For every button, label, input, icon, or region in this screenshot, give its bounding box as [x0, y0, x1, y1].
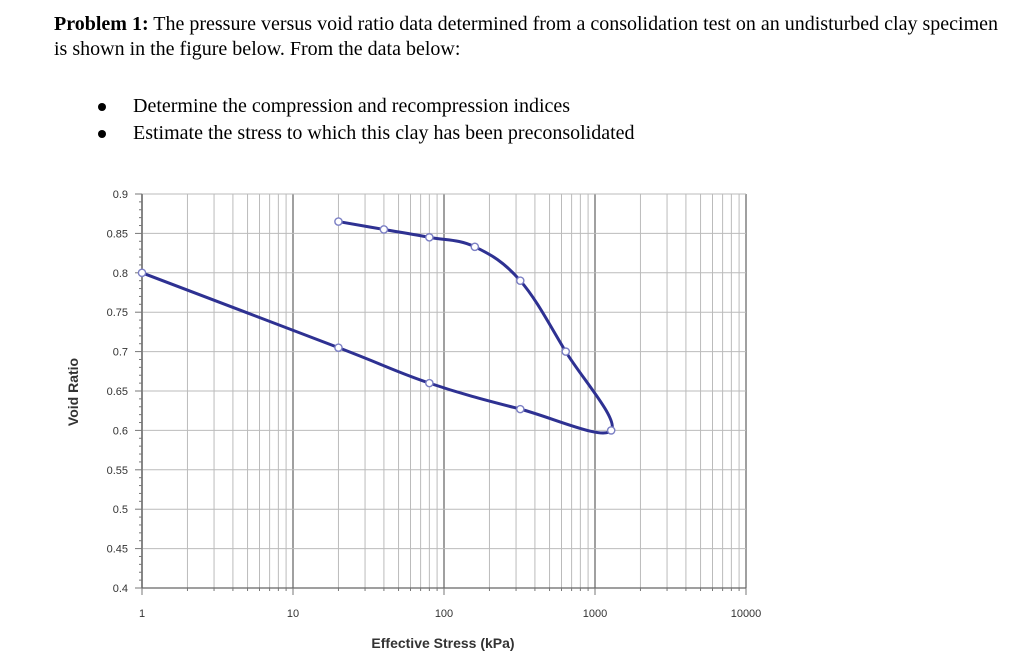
data-point [515, 276, 525, 285]
data-point [137, 268, 147, 278]
x-axis-label: Effective Stress (kPa) [371, 635, 514, 651]
data-point [606, 426, 616, 435]
y-tick-label: 0.65 [107, 386, 128, 398]
data-point [425, 378, 434, 388]
data-point [515, 404, 525, 414]
chart-axes: 0.9 0.85 0.8 0.75 0.7 0.65 0.6 0.55 0.5 0.45 0.4 1 1… [107, 189, 762, 620]
bullet-icon [98, 103, 106, 111]
bullet-icon [98, 130, 106, 138]
task-item: Estimate the stress to which this clay h… [90, 120, 635, 147]
y-axis-label: Void Ratio [65, 358, 81, 426]
y-tick-label: 0.9 [113, 189, 128, 201]
data-point [379, 225, 389, 234]
y-tick-label: 0.75 [107, 307, 128, 319]
x-tick-label: 10 [287, 608, 299, 620]
y-tick-label: 0.55 [107, 465, 128, 477]
data-point [425, 233, 434, 242]
x-tick-label: 100 [435, 608, 453, 620]
y-tick-label: 0.85 [107, 228, 128, 240]
y-tick-label: 0.4 [113, 583, 128, 595]
data-point [470, 242, 480, 252]
problem-text: The pressure versus void ratio data dete… [54, 13, 999, 60]
task-text: Estimate the stress to which this clay h… [133, 122, 635, 144]
task-list: Determine the compression and recompress… [90, 93, 635, 147]
data-point [334, 343, 343, 352]
y-tick-label: 0.8 [113, 268, 128, 280]
problem-statement: Problem 1: The pressure versus void rati… [54, 12, 1014, 62]
y-tick-label: 0.7 [113, 347, 128, 359]
y-tick-label: 0.6 [113, 425, 128, 437]
problem-label: Problem 1: [54, 13, 149, 35]
data-point [334, 217, 343, 226]
chart-grid [141, 193, 747, 589]
x-tick-label: 1 [139, 608, 145, 620]
series-line [141, 220, 614, 435]
x-tick-label: 10000 [731, 608, 762, 620]
y-tick-label: 0.5 [113, 504, 128, 516]
data-point [561, 347, 571, 356]
y-tick-label: 0.45 [107, 544, 128, 556]
task-item: Determine the compression and recompress… [90, 93, 635, 120]
x-tick-label: 1000 [583, 608, 607, 620]
task-text: Determine the compression and recompress… [133, 95, 571, 117]
chart-series [137, 217, 616, 435]
